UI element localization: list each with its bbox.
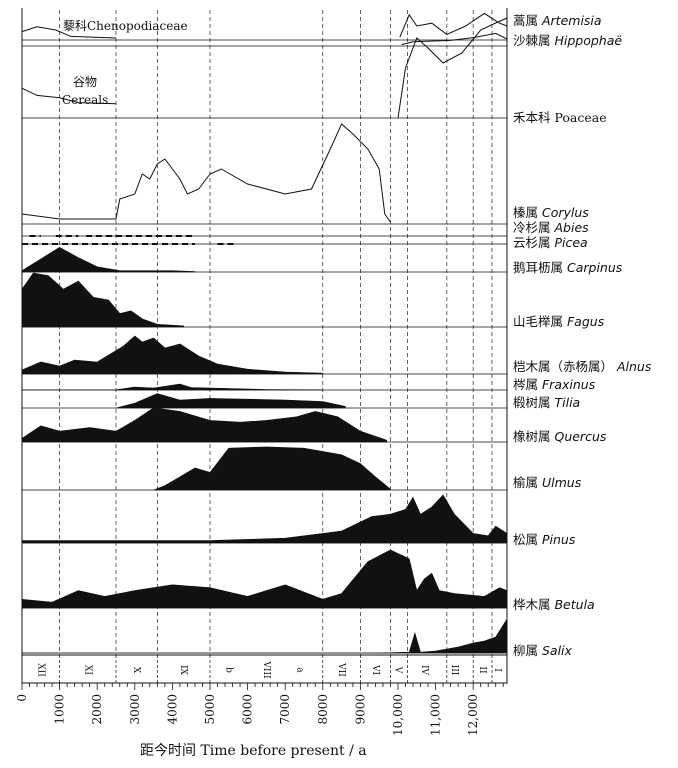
- curve-artemisia: [399, 12, 508, 38]
- label-poaceae: 禾本科 Poaceae: [513, 110, 607, 125]
- series-chenopodiaceae: [21, 26, 117, 39]
- series-cereals: [21, 87, 117, 105]
- x-tick-label: 3000: [128, 694, 142, 725]
- area-betula: [21, 549, 508, 609]
- zone-label: II: [477, 666, 487, 674]
- zone-label: III: [449, 665, 459, 676]
- area-pinus: [21, 494, 508, 544]
- zone-grid: [21, 8, 508, 683]
- inset-label-cereals: Cereals: [62, 93, 108, 107]
- label-fraxinus: 梣属 Fraxinus: [513, 377, 596, 392]
- series-carpinus: [21, 246, 507, 273]
- inset-label-chenopodiaceae: 藜科Chenopodiaceae: [63, 19, 188, 33]
- label-artemisia: 蒿属 Artemisia: [513, 13, 602, 28]
- series-betula: [21, 549, 508, 609]
- series-tilia: [22, 393, 507, 409]
- area-alnus: [21, 335, 324, 375]
- zone-label: IV: [419, 665, 429, 676]
- zone-label: a: [295, 667, 305, 673]
- zone-label: V: [392, 666, 402, 674]
- x-tick-label: 11,000: [429, 694, 443, 736]
- series-quercus: [21, 407, 507, 443]
- x-axis-title: 距今时间 Time before present / a: [140, 743, 367, 759]
- x-axis: 0 1000 2000 3000 4000 5000 6000 7000 8000 9000 10,…: [15, 682, 507, 736]
- x-tick-label: 2000: [90, 694, 104, 725]
- zone-label: XII: [35, 663, 45, 677]
- curve-corylus: [21, 123, 391, 223]
- x-tick-label: 10,000: [391, 694, 405, 736]
- curve-hippopha: [401, 32, 508, 46]
- zone-label: VII: [336, 662, 346, 677]
- series-pinus: [21, 494, 508, 544]
- zone-label: I: [492, 668, 502, 672]
- x-tick-label: 5000: [203, 694, 217, 725]
- zone-band: XII XI X IX b VIII a VII VI V IV III II I: [21, 654, 508, 684]
- series-fraxinus: [21, 383, 507, 391]
- zone-label: XI: [82, 665, 92, 675]
- zone-label: b: [223, 667, 233, 673]
- label-ulmus: 榆属 Ulmus: [513, 475, 582, 490]
- area-quercus: [21, 407, 387, 443]
- x-tick-label: 9000: [353, 694, 367, 725]
- label-corylus: 榛属 Corylus: [513, 205, 589, 220]
- area-ulmus: [153, 446, 391, 491]
- series-poaceae: [22, 17, 508, 119]
- series-ulmus: [22, 446, 507, 491]
- x-tick-label: 12,000: [466, 694, 480, 736]
- series-salix: [22, 617, 508, 654]
- label-picea: 云杉属 Picea: [513, 235, 588, 250]
- x-tick-label: 0: [15, 694, 29, 702]
- label-tilia: 椴树属 Tilia: [513, 395, 580, 410]
- curve-cereals: [21, 87, 117, 105]
- x-tick-label: 6000: [241, 694, 255, 725]
- taxon-rows: [21, 12, 508, 654]
- x-tick-label: 4000: [165, 694, 179, 725]
- series-artemisia: [22, 12, 508, 41]
- x-tick-label: 8000: [316, 694, 330, 725]
- area-salix: [22, 617, 508, 654]
- label-quercus: 橡树属 Quercus: [513, 429, 607, 444]
- label-fagus: 山毛榉属 Fagus: [513, 314, 605, 329]
- zone-label: X: [131, 667, 141, 674]
- label-betula: 桦木属 Betula: [513, 597, 595, 612]
- series-fagus: [21, 272, 507, 328]
- zone-label: VI: [370, 664, 380, 675]
- curve-chenopodiaceae: [21, 26, 117, 39]
- area-fraxinus: [21, 383, 324, 391]
- zone-label: VIII: [261, 660, 271, 679]
- label-pinus: 松属 Pinus: [513, 532, 576, 547]
- label-carpinus: 鹅耳枥属 Carpinus: [513, 260, 623, 275]
- zone-label: IX: [178, 665, 188, 676]
- zone-band-frame: [21, 654, 508, 684]
- inset-label-cereals-zh: 谷物: [73, 75, 97, 89]
- label-hippopha: 沙棘属 Hippophaë: [513, 33, 622, 48]
- x-tick-label: 1000: [53, 694, 67, 725]
- area-tilia: [115, 393, 346, 409]
- curve-poaceae: [397, 17, 508, 119]
- label-salix: 柳属 Salix: [513, 643, 573, 658]
- label-abies: 冷杉属 Abies: [513, 220, 589, 235]
- series-alnus: [21, 335, 507, 375]
- area-carpinus: [21, 246, 196, 273]
- x-tick-label: 7000: [278, 694, 292, 725]
- label-alnus: 桤木属（赤杨属） Alnus: [513, 359, 652, 374]
- series-corylus: [21, 123, 507, 225]
- taxon-labels: 蒿属 Artemisia 沙棘属 Hippophaë 禾本科 Poaceae 榛属 C…: [62, 13, 652, 658]
- area-fagus: [21, 272, 184, 328]
